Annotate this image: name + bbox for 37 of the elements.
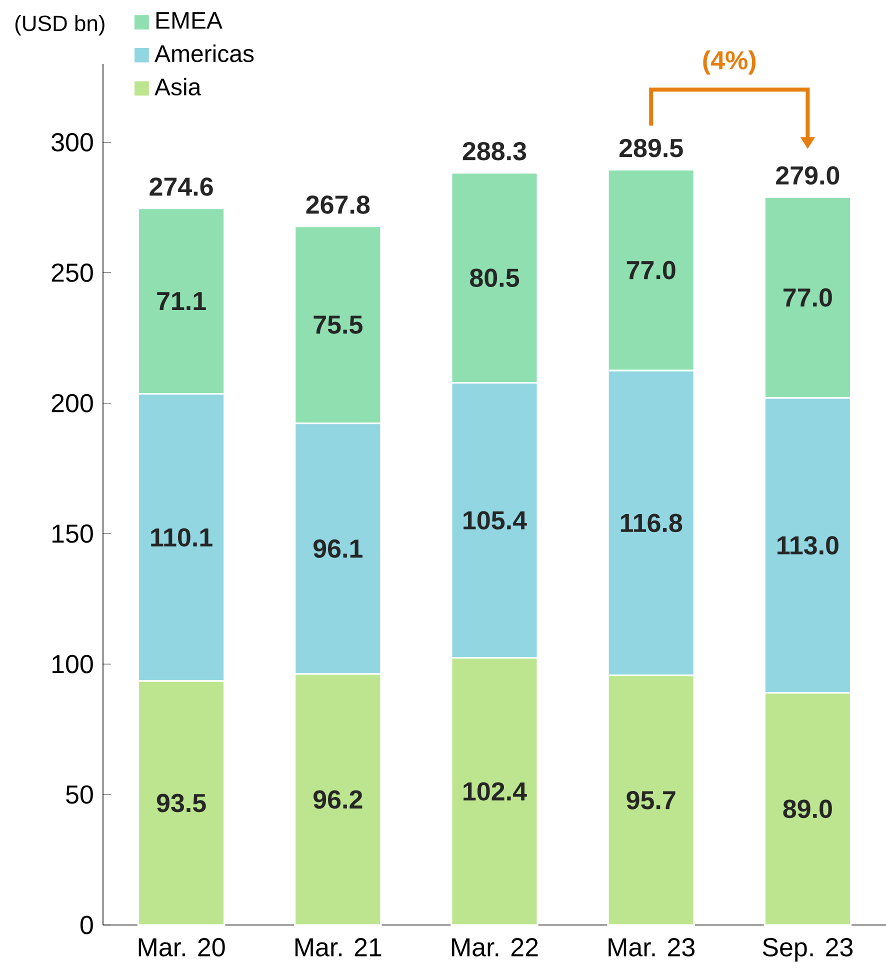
data-label: 77.0 [784, 288, 832, 307]
legend-label: Americas [154, 44, 254, 62]
y-tick-label: 300 [52, 133, 93, 152]
y-tick-label: 0 [80, 916, 93, 934]
total-label: 288.3 [462, 142, 526, 160]
y-tick-label: 50 [66, 785, 93, 804]
data-label: 110.1 [151, 528, 212, 547]
x-tick-label: Sep. 23 [762, 938, 853, 962]
y-tick-label: 150 [52, 524, 93, 543]
data-label: 71.1 [157, 292, 206, 310]
data-label: 95.7 [626, 790, 676, 810]
x-tick-label: Mar. 20 [138, 938, 225, 956]
data-label: 116.8 [620, 514, 682, 532]
data-label: 77.0 [626, 260, 676, 280]
data-label: 89.0 [783, 800, 832, 818]
data-label: 105.4 [464, 511, 527, 530]
data-label: 102.4 [464, 782, 527, 801]
x-tick-label: Mar. 23 [608, 938, 695, 956]
data-label: 113.0 [778, 536, 838, 555]
legend-label: Asia [154, 78, 202, 96]
y-tick-label: 100 [52, 654, 93, 674]
data-label: 96.2 [314, 790, 362, 809]
y-tick-label: 200 [52, 394, 93, 412]
total-label: 274.6 [150, 177, 213, 196]
x-tick-label: Mar. 21 [295, 938, 382, 956]
x-tick-label: Mar. 22 [452, 938, 538, 956]
data-label: 93.5 [156, 794, 206, 812]
annotation: (4%) [703, 50, 756, 75]
y-tick-label: 250 [52, 264, 93, 282]
legend-label: EMEA [156, 12, 222, 29]
total-label: 279.0 [776, 166, 840, 185]
data-label: 96.1 [314, 539, 362, 558]
y-axis-title: (USD bn) [15, 15, 104, 36]
data-label: 80.5 [470, 268, 520, 288]
total-label: 267.8 [306, 195, 370, 214]
total-label: 289.5 [619, 138, 683, 158]
data-label: 75.5 [314, 316, 362, 334]
